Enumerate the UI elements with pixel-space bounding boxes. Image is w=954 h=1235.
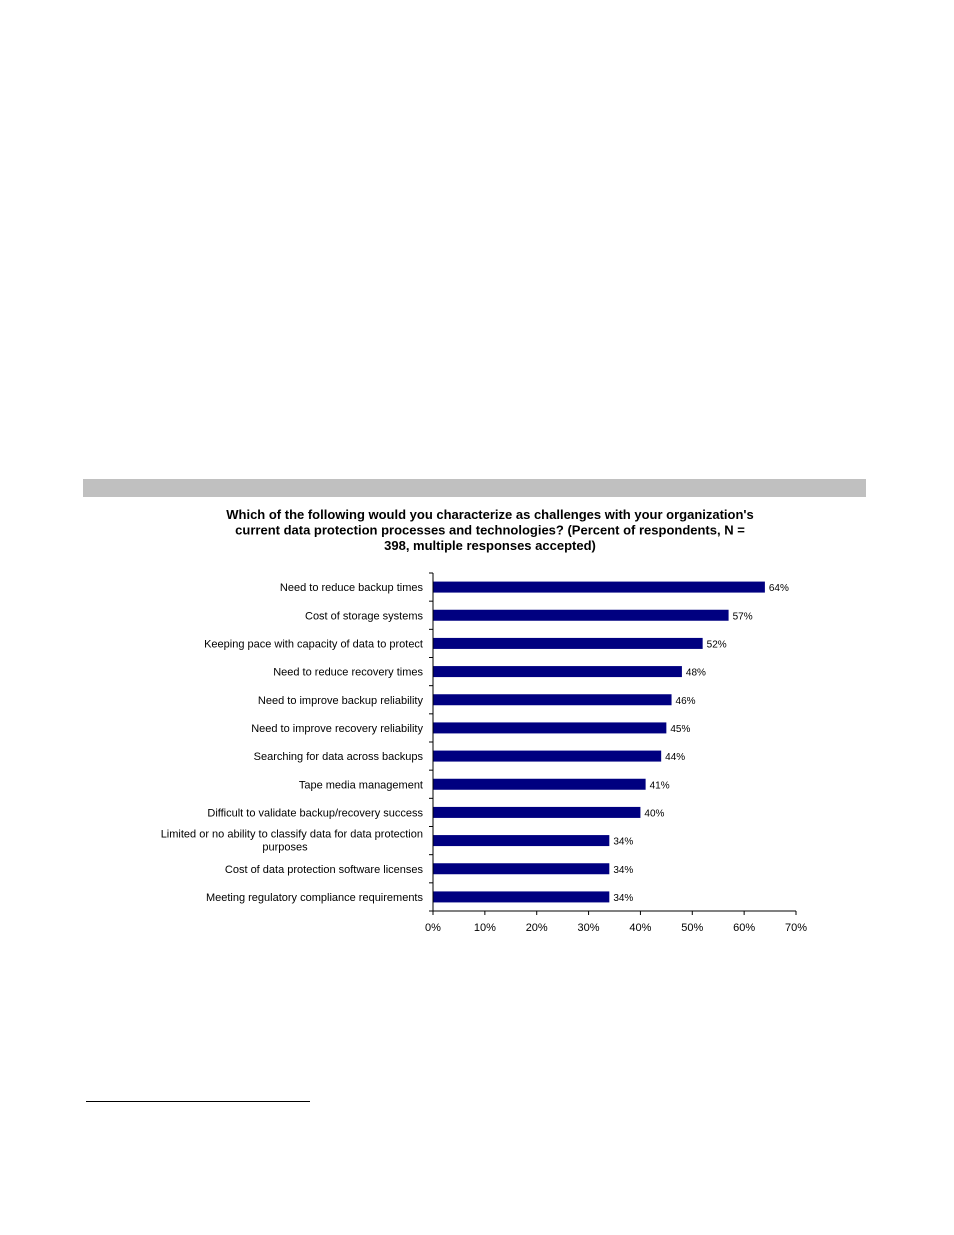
category-label: Cost of data protection software license… xyxy=(225,864,424,876)
category-label: Keeping pace with capacity of data to pr… xyxy=(204,638,423,650)
category-label: Need to improve backup reliability xyxy=(258,695,424,707)
data-label: 44% xyxy=(665,752,685,763)
data-label: 52% xyxy=(707,639,727,650)
bar xyxy=(433,694,672,706)
x-tick-label: 30% xyxy=(578,922,600,934)
category-label: Limited or no ability to classify data f… xyxy=(161,829,423,841)
data-label: 57% xyxy=(733,611,753,622)
category-label: Need to reduce recovery times xyxy=(273,667,423,679)
data-label: 34% xyxy=(613,865,633,876)
category-label: Meeting regulatory compliance requiremen… xyxy=(206,892,424,904)
x-tick-label: 10% xyxy=(474,922,496,934)
x-tick-label: 20% xyxy=(526,922,548,934)
footnote-rule xyxy=(86,1101,310,1102)
bar xyxy=(433,835,610,847)
bar xyxy=(433,778,646,790)
bar xyxy=(433,609,729,621)
category-label: Cost of storage systems xyxy=(305,610,423,622)
category-label: Tape media management xyxy=(299,779,423,791)
category-label: Need to improve recovery reliability xyxy=(251,723,423,735)
bar xyxy=(433,666,682,678)
data-label: 46% xyxy=(676,696,696,707)
data-label: 41% xyxy=(650,780,670,791)
chart-title-line: current data protection processes and te… xyxy=(235,523,745,538)
data-label: 64% xyxy=(769,583,789,594)
x-tick-label: 60% xyxy=(733,922,755,934)
x-tick-label: 40% xyxy=(629,922,651,934)
category-label: Searching for data across backups xyxy=(254,751,424,763)
bar xyxy=(433,806,641,818)
bar xyxy=(433,750,662,762)
bar xyxy=(433,863,610,875)
data-label: 48% xyxy=(686,668,706,679)
chart-title-line: 398, multiple responses accepted) xyxy=(384,538,596,553)
data-label: 34% xyxy=(613,893,633,904)
category-label: Need to reduce backup times xyxy=(280,582,424,594)
data-label: 45% xyxy=(670,724,690,735)
bar xyxy=(433,722,667,734)
bar xyxy=(433,891,610,903)
header-band xyxy=(83,479,866,497)
data-label: 40% xyxy=(644,808,664,819)
category-label: purposes xyxy=(262,842,308,854)
chart-title-line: Which of the following would you charact… xyxy=(226,507,754,522)
bar xyxy=(433,581,765,593)
x-tick-label: 70% xyxy=(785,922,807,934)
category-label: Difficult to validate backup/recovery su… xyxy=(207,807,423,819)
x-tick-label: 0% xyxy=(425,922,441,934)
bar xyxy=(433,637,703,649)
x-tick-label: 50% xyxy=(681,922,703,934)
data-label: 34% xyxy=(613,837,633,848)
